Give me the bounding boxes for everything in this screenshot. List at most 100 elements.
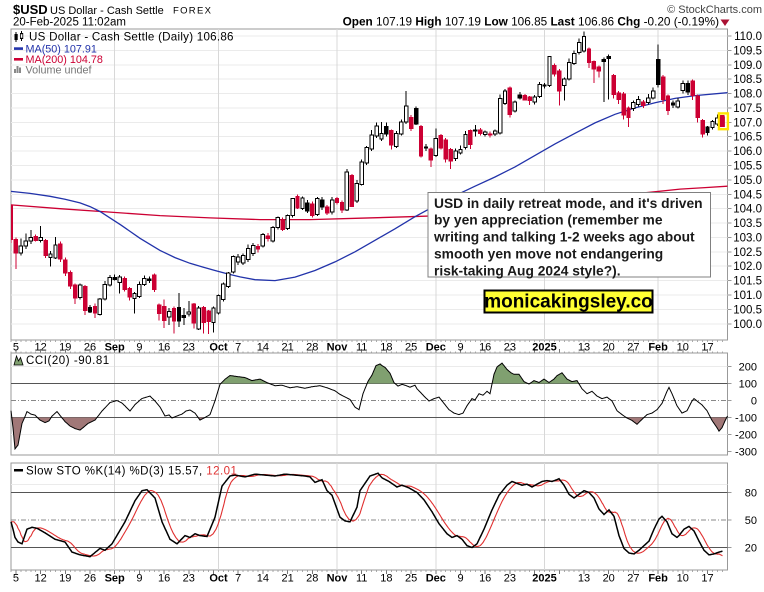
- svg-text:Volume undef: Volume undef: [26, 64, 93, 76]
- svg-text:200: 200: [739, 361, 757, 373]
- svg-text:USD in daily retreat mode, and: USD in daily retreat mode, and it's driv…: [434, 196, 703, 211]
- svg-text:27: 27: [627, 342, 639, 354]
- svg-text:20-Feb-2025 11:02am: 20-Feb-2025 11:02am: [13, 17, 126, 29]
- svg-text:16: 16: [158, 573, 170, 585]
- svg-text:107.5: 107.5: [733, 103, 762, 115]
- svg-text:102.0: 102.0: [733, 261, 762, 273]
- svg-text:23: 23: [504, 342, 516, 354]
- svg-text:17: 17: [701, 342, 713, 354]
- svg-text:10: 10: [677, 573, 689, 585]
- svg-text:Sep: Sep: [105, 342, 125, 354]
- svg-text:0: 0: [751, 395, 757, 407]
- svg-text:by yen appreciation (remember: by yen appreciation (remember me: [434, 213, 663, 228]
- svg-text:26: 26: [84, 573, 96, 585]
- svg-text:12: 12: [34, 342, 46, 354]
- svg-text:109.5: 109.5: [733, 45, 762, 57]
- svg-text:14: 14: [257, 342, 269, 354]
- svg-text:9: 9: [136, 573, 142, 585]
- svg-text:17: 17: [701, 573, 713, 585]
- svg-text:11: 11: [356, 342, 367, 354]
- svg-text:21: 21: [281, 573, 293, 585]
- svg-text:110.0: 110.0: [734, 31, 762, 43]
- svg-text:25: 25: [405, 573, 417, 585]
- svg-text:Feb: Feb: [648, 573, 668, 585]
- svg-text:Dec: Dec: [426, 342, 446, 354]
- svg-text:102.5: 102.5: [733, 247, 762, 259]
- svg-text:FOREX: FOREX: [173, 6, 212, 17]
- svg-text:© StockCharts.com: © StockCharts.com: [667, 4, 762, 16]
- svg-text:9: 9: [457, 573, 463, 585]
- svg-text:21: 21: [281, 342, 293, 354]
- svg-text:Nov: Nov: [327, 342, 349, 354]
- svg-text:101.0: 101.0: [733, 290, 762, 302]
- svg-text:19: 19: [59, 342, 71, 354]
- svg-text:7: 7: [235, 342, 241, 354]
- svg-text:103.0: 103.0: [733, 232, 762, 244]
- svg-text:28: 28: [306, 573, 318, 585]
- svg-text:20: 20: [745, 542, 757, 554]
- svg-text:Dec: Dec: [426, 573, 446, 585]
- svg-text:Feb: Feb: [648, 342, 668, 354]
- svg-text:5: 5: [13, 342, 19, 354]
- svg-text:16: 16: [158, 342, 170, 354]
- svg-text:23: 23: [504, 573, 516, 585]
- svg-text:2025: 2025: [532, 573, 556, 585]
- svg-text:20: 20: [603, 573, 615, 585]
- svg-text:2025: 2025: [532, 342, 556, 354]
- svg-text:23: 23: [183, 573, 195, 585]
- svg-text:CCI(20) -90.81: CCI(20) -90.81: [26, 355, 110, 367]
- svg-text:Nov: Nov: [327, 573, 349, 585]
- svg-text:13: 13: [578, 573, 590, 585]
- svg-text:109.0: 109.0: [733, 60, 762, 72]
- svg-text:26: 26: [84, 342, 96, 354]
- svg-text:108.0: 108.0: [733, 89, 762, 101]
- svg-text:27: 27: [627, 573, 639, 585]
- svg-text:monicakingsley.co: monicakingsley.co: [484, 292, 653, 313]
- svg-text:80: 80: [745, 487, 757, 499]
- svg-text:20: 20: [603, 342, 615, 354]
- svg-text:MA(50) 107.91: MA(50) 107.91: [26, 43, 97, 55]
- svg-text:105.5: 105.5: [733, 161, 762, 173]
- svg-text:104.5: 104.5: [733, 189, 762, 201]
- svg-text:Oct: Oct: [209, 342, 228, 354]
- svg-text:108.5: 108.5: [733, 74, 762, 86]
- svg-text:-300: -300: [735, 446, 757, 458]
- svg-text:13: 13: [578, 342, 590, 354]
- svg-text:100.5: 100.5: [733, 304, 762, 316]
- svg-text:16: 16: [479, 573, 491, 585]
- svg-text:100: 100: [739, 378, 757, 390]
- svg-text:Slow STO %K(14) %D(3) 15.57, 1: Slow STO %K(14) %D(3) 15.57, 12.01: [26, 466, 237, 478]
- svg-text:12: 12: [34, 573, 46, 585]
- svg-text:16: 16: [479, 342, 491, 354]
- svg-text:MA(200) 104.78: MA(200) 104.78: [26, 54, 103, 66]
- svg-text:smooth yen move not endangerin: smooth yen move not endangering: [434, 247, 663, 262]
- svg-text:101.5: 101.5: [733, 276, 762, 288]
- svg-text:100.0: 100.0: [733, 319, 762, 331]
- svg-text:9: 9: [136, 342, 142, 354]
- svg-text:19: 19: [59, 573, 71, 585]
- svg-text:25: 25: [405, 342, 417, 354]
- svg-text:14: 14: [257, 573, 269, 585]
- svg-text:Oct: Oct: [209, 573, 228, 585]
- svg-text:18: 18: [380, 573, 392, 585]
- svg-text:5: 5: [13, 573, 19, 585]
- svg-text:Open 107.19 High 107.19 Low 10: Open 107.19 High 107.19 Low 106.85 Last …: [343, 15, 719, 29]
- svg-text:50: 50: [745, 515, 757, 527]
- svg-text:9: 9: [457, 342, 463, 354]
- svg-text:103.5: 103.5: [733, 218, 762, 230]
- svg-text:$USD: $USD: [13, 2, 48, 17]
- svg-text:11: 11: [356, 573, 367, 585]
- svg-text:-100: -100: [735, 412, 757, 424]
- svg-text:Sep: Sep: [105, 573, 125, 585]
- svg-text:104.0: 104.0: [733, 204, 762, 216]
- svg-text:risk-taking Aug 2024 style?).: risk-taking Aug 2024 style?).: [434, 263, 621, 278]
- svg-text:106.0: 106.0: [733, 146, 762, 158]
- svg-text:106.5: 106.5: [733, 132, 762, 144]
- svg-text:28: 28: [306, 342, 318, 354]
- svg-text:-200: -200: [735, 429, 757, 441]
- svg-text:7: 7: [235, 573, 241, 585]
- svg-text:US Dollar - Cash Settle: US Dollar - Cash Settle: [50, 5, 164, 17]
- svg-text:23: 23: [183, 342, 195, 354]
- svg-text:writing and talking 1-2 weeks: writing and talking 1-2 weeks ago about: [433, 230, 695, 245]
- svg-text:10: 10: [677, 342, 689, 354]
